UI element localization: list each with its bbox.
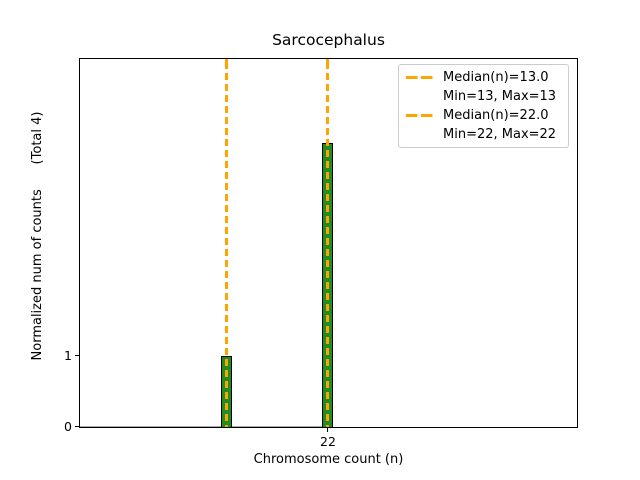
legend-entry-minmax-13: Min=13, Max=13 [406, 87, 562, 106]
x-tick-label-22: 22 [320, 434, 336, 449]
y-tick-label-0: 0 [64, 419, 72, 434]
legend-label: Median(n)=13.0 [443, 70, 549, 85]
y-tick-mark-1 [75, 355, 79, 356]
legend-label: Median(n)=22.0 [443, 108, 549, 123]
median-line-n22 [326, 59, 329, 427]
legend-entry-median-13: Median(n)=13.0 [406, 68, 562, 87]
orange-dashed-line-swatch [406, 114, 433, 117]
plot-area: Median(n)=13.0 Min=13, Max=13 Median(n)=… [79, 58, 578, 428]
y-tick-mark-0 [75, 426, 79, 427]
y-tick-label-1: 1 [64, 348, 72, 363]
zero-bins-baseline [80, 426, 324, 427]
x-tick-mark-22 [327, 428, 328, 432]
legend-entry-median-22: Median(n)=22.0 [406, 106, 562, 125]
legend-entry-minmax-22: Min=22, Max=22 [406, 125, 562, 144]
legend-swatch-spacer [406, 95, 433, 98]
legend-swatch-spacer [406, 133, 433, 136]
chart-title: Sarcocephalus [272, 31, 385, 49]
orange-dashed-line-swatch [406, 76, 433, 79]
x-axis-label: Chromosome count (n) [253, 452, 404, 467]
legend-label: Min=22, Max=22 [443, 127, 557, 142]
y-axis-label: Normalized num of counts (Total 4) [30, 111, 45, 361]
legend: Median(n)=13.0 Min=13, Max=13 Median(n)=… [398, 64, 569, 148]
legend-label: Min=13, Max=13 [443, 89, 557, 104]
median-line-n13 [225, 59, 228, 427]
